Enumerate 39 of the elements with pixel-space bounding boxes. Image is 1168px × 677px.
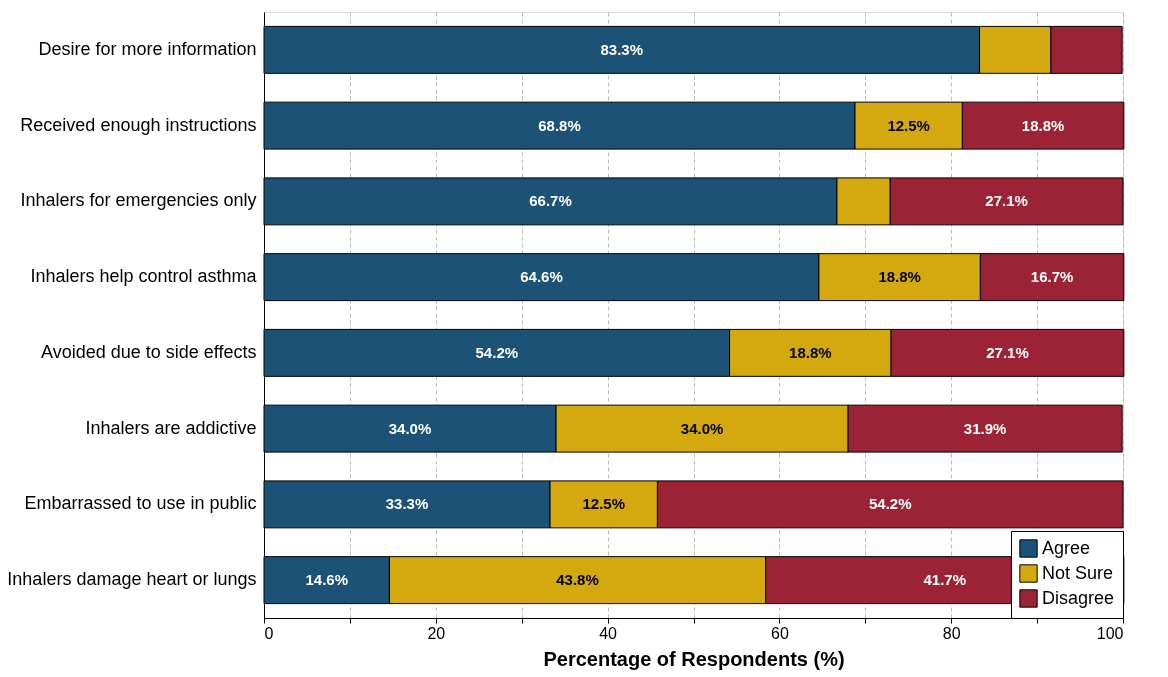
y-tick-label: Inhalers are addictive bbox=[85, 417, 257, 438]
legend-label: Agree bbox=[1042, 537, 1091, 558]
x-tick-label: 80 bbox=[942, 624, 961, 642]
y-tick-label: Inhalers for emergencies only bbox=[20, 190, 257, 211]
x-tick-label: 60 bbox=[771, 624, 789, 642]
x-tick-label: 20 bbox=[427, 624, 446, 642]
data-label: 12.5% bbox=[887, 116, 930, 134]
y-tick-label: Received enough instructions bbox=[20, 114, 257, 135]
data-label: 27.1% bbox=[986, 343, 1029, 361]
data-label: 33.3% bbox=[385, 495, 429, 513]
y-tick-label: Desire for more information bbox=[38, 38, 257, 59]
data-label: 27.1% bbox=[985, 192, 1028, 210]
data-label: 31.9% bbox=[963, 419, 1007, 437]
legend-label: Not Sure bbox=[1042, 562, 1114, 583]
data-label: 12.5% bbox=[582, 495, 626, 513]
data-label: 54.2% bbox=[868, 495, 912, 513]
data-label: 41.7% bbox=[923, 571, 967, 589]
data-label: 34.0% bbox=[680, 419, 724, 437]
data-label: 18.8% bbox=[1021, 116, 1065, 134]
data-label: 18.8% bbox=[789, 343, 832, 361]
data-label: 66.7% bbox=[529, 192, 572, 210]
x-tick-label: 40 bbox=[599, 624, 618, 642]
data-label: 14.6% bbox=[305, 571, 348, 589]
data-label: 83.3% bbox=[600, 40, 644, 58]
x-tick-label: 100 bbox=[1096, 624, 1124, 642]
data-label: 34.0% bbox=[388, 419, 432, 437]
y-tick-label: Embarrassed to use in public bbox=[24, 493, 257, 514]
data-label: 18.8% bbox=[878, 268, 921, 286]
y-tick-label: Avoided due to side effects bbox=[41, 341, 257, 362]
data-label: 64.6% bbox=[520, 268, 563, 286]
y-tick-label: Inhalers damage heart or lungs bbox=[7, 569, 257, 590]
data-label: 68.8% bbox=[538, 116, 581, 134]
data-label: 16.7% bbox=[1030, 268, 1074, 286]
data-label: 43.8% bbox=[556, 571, 599, 589]
x-tick-label: 0 bbox=[264, 624, 274, 642]
data-label: 54.2% bbox=[475, 343, 519, 361]
y-tick-label: Inhalers help control asthma bbox=[30, 266, 258, 287]
legend-label: Disagree bbox=[1042, 587, 1115, 608]
x-axis-title: Percentage of Respondents (%) bbox=[543, 647, 845, 670]
